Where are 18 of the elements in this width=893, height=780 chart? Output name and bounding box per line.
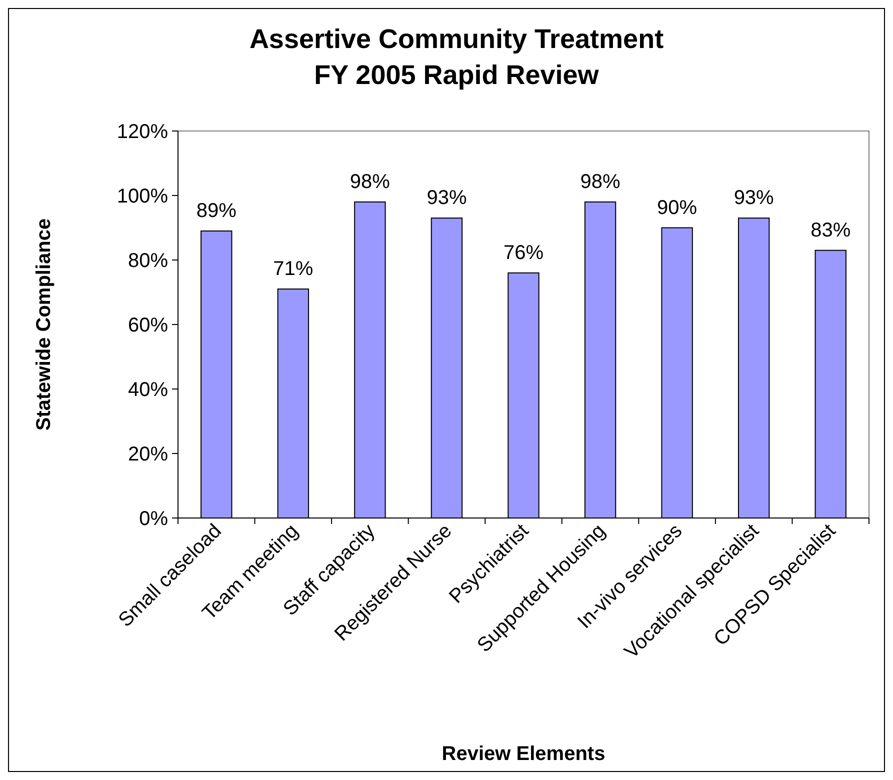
y-tick-label: 120% (116, 121, 168, 143)
data-label: 93% (426, 187, 467, 210)
y-tick-label: 20% (128, 444, 168, 466)
y-tick-label: 100% (116, 186, 168, 208)
data-label: 98% (350, 170, 390, 193)
y-axis-title: Statewide Compliance (33, 218, 55, 431)
y-tick-label: 80% (128, 250, 168, 272)
data-label: 76% (503, 242, 544, 264)
data-label: 90% (657, 196, 698, 219)
y-tick-label: 40% (128, 379, 168, 401)
chart-title: Assertive Community Treatment FY 2005 Rapid Review (249, 24, 664, 90)
data-label: 89% (196, 200, 237, 222)
x-axis-title: Review Elements (442, 743, 606, 765)
data-label: 71% (273, 258, 314, 280)
data-label: 93% (734, 187, 774, 210)
data-label: 98% (580, 170, 621, 193)
y-tick-label: 60% (128, 314, 168, 336)
data-label: 83% (810, 219, 851, 242)
